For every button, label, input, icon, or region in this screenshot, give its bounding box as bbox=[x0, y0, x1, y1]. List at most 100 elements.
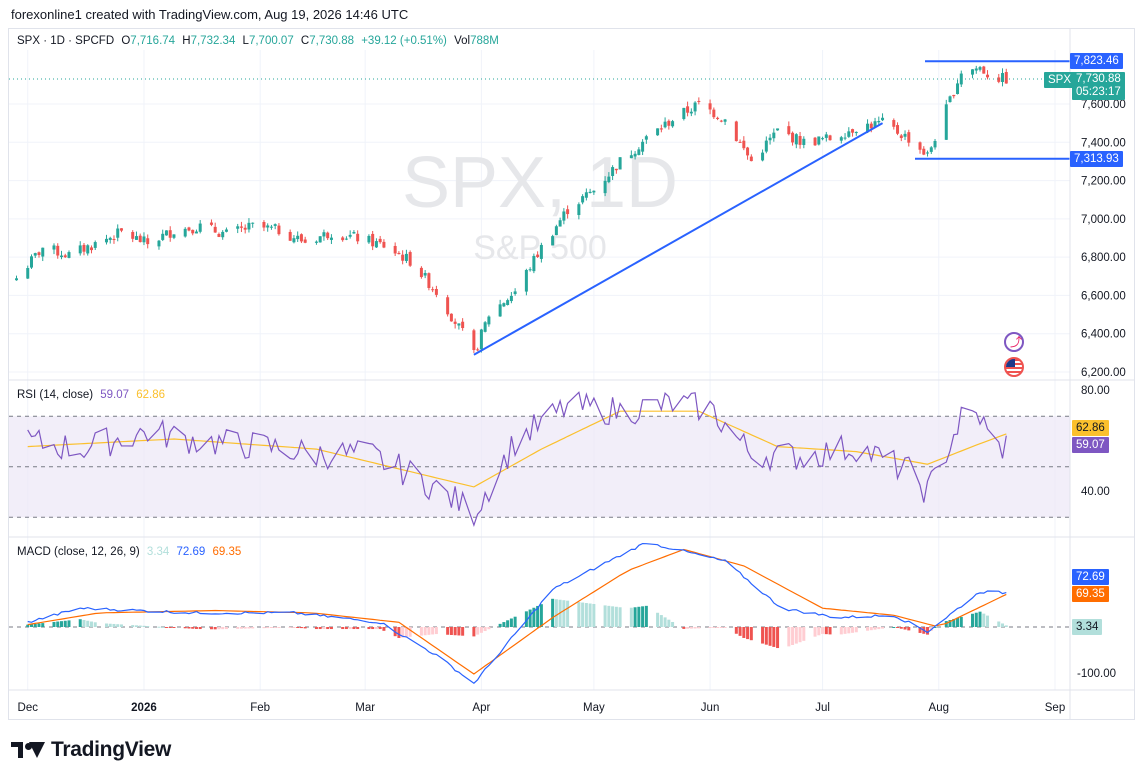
candle-body bbox=[14, 278, 18, 281]
candle-body bbox=[134, 236, 138, 240]
candle-body bbox=[209, 222, 213, 225]
upper-level-label[interactable]: 7,823.46 bbox=[1070, 53, 1123, 69]
rsi-value: 59.07 bbox=[100, 389, 130, 401]
macd-histogram-bar bbox=[839, 627, 843, 635]
low-value: 7,700.07 bbox=[248, 35, 294, 47]
macd-histogram-bar bbox=[629, 607, 633, 627]
candle-body bbox=[738, 141, 742, 143]
macd-histogram-bar bbox=[303, 627, 307, 629]
macd-histogram-bar bbox=[262, 627, 266, 629]
macd-histogram-bar bbox=[656, 612, 660, 627]
candle-body bbox=[828, 135, 832, 141]
macd-histogram-bar bbox=[978, 611, 982, 627]
macd-histogram-bar bbox=[723, 627, 727, 628]
tradingview-logo[interactable]: TradingView bbox=[11, 738, 171, 762]
candle-body bbox=[59, 255, 63, 258]
candle-body bbox=[974, 68, 978, 71]
candle-body bbox=[41, 247, 45, 257]
candle-body bbox=[89, 247, 93, 251]
macd-histogram-bar bbox=[971, 613, 975, 627]
candle-body bbox=[787, 126, 791, 135]
macd-histogram-bar bbox=[734, 627, 738, 634]
candle-body bbox=[614, 168, 618, 171]
rsi-ma-line bbox=[27, 410, 1007, 488]
candle-body bbox=[824, 134, 828, 138]
candle-body bbox=[877, 121, 881, 123]
candle-body bbox=[224, 229, 228, 232]
macd-histogram-bar bbox=[397, 627, 401, 638]
macd-histogram-bar bbox=[172, 627, 176, 628]
macd-histogram-bar bbox=[56, 621, 60, 627]
candle-body bbox=[776, 128, 780, 131]
macd-axis-minus100: -100.00 bbox=[1077, 668, 1117, 680]
macd-histogram-bar bbox=[502, 622, 506, 627]
lower-level-label[interactable]: 7,313.93 bbox=[1070, 151, 1123, 167]
time-axis-tick: Sep bbox=[1045, 702, 1065, 714]
candle-body bbox=[761, 152, 765, 161]
macd-histogram-bar bbox=[708, 627, 712, 628]
macd-histogram-bar bbox=[26, 624, 30, 627]
candle-body bbox=[453, 321, 457, 324]
lightning-icon[interactable]: ⤴ bbox=[1004, 332, 1024, 352]
candle-body bbox=[929, 147, 933, 152]
macd-histogram-bar bbox=[146, 626, 150, 628]
macd-histogram-bar bbox=[768, 627, 772, 646]
macd-histogram-bar bbox=[194, 627, 198, 629]
macd-histogram-bar bbox=[881, 627, 885, 629]
candle-body bbox=[161, 233, 165, 240]
macd-title[interactable]: MACD (close, 12, 26, 9) bbox=[17, 546, 140, 558]
macd-histogram-bar bbox=[787, 627, 791, 647]
rsi-title[interactable]: RSI (14, close) bbox=[17, 389, 94, 401]
macd-histogram-bar bbox=[667, 619, 671, 627]
macd-histogram-bar bbox=[382, 627, 386, 631]
macd-histogram-bar bbox=[63, 620, 67, 627]
candle-body bbox=[502, 303, 506, 307]
candle-body bbox=[978, 67, 982, 70]
macd-hist-value: 3.34 bbox=[146, 546, 170, 558]
macd-histogram-bar bbox=[352, 627, 356, 630]
symbol-label[interactable]: SPX · 1D · SPCFD bbox=[17, 35, 115, 47]
candle-body bbox=[299, 234, 303, 242]
candle-body bbox=[764, 140, 768, 152]
macd-histogram-bar bbox=[742, 627, 746, 638]
macd-histogram-bar bbox=[513, 616, 517, 627]
candle-body bbox=[671, 121, 675, 127]
candle-body bbox=[26, 268, 30, 279]
time-axis-tick: May bbox=[583, 702, 605, 714]
candle-body bbox=[404, 253, 408, 261]
macd-histogram-bar bbox=[161, 626, 165, 628]
candle-body bbox=[611, 167, 615, 176]
candle-body bbox=[682, 107, 686, 119]
macd-histogram-bar bbox=[509, 618, 513, 627]
candle-body bbox=[712, 109, 716, 118]
macd-histogram-bar bbox=[907, 627, 911, 631]
macd-histogram-bar bbox=[461, 627, 465, 636]
us-flag-icon[interactable] bbox=[1004, 357, 1024, 377]
candle-body bbox=[168, 230, 172, 238]
candle-body bbox=[659, 128, 663, 130]
candle-body bbox=[303, 239, 307, 243]
candle-body bbox=[329, 237, 333, 240]
macd-histogram-bar bbox=[131, 625, 135, 627]
close-label: C bbox=[300, 35, 310, 47]
macd-histogram-bar bbox=[52, 621, 56, 627]
candle-body bbox=[374, 241, 378, 248]
macd-histogram-bar bbox=[453, 627, 457, 636]
macd-histogram-bar bbox=[273, 627, 277, 628]
open-label: O bbox=[121, 35, 131, 47]
time-axis-tick: 2026 bbox=[131, 702, 157, 714]
macd-histogram-bar bbox=[892, 627, 896, 628]
high-label: H bbox=[182, 35, 191, 47]
candle-body bbox=[881, 117, 885, 121]
macd-histogram-bar bbox=[764, 627, 768, 645]
candle-body bbox=[164, 230, 168, 236]
macd-histogram-bar bbox=[209, 627, 213, 630]
candle-body bbox=[431, 289, 435, 291]
candle-body bbox=[592, 190, 596, 193]
candle-body bbox=[292, 238, 296, 243]
candle-body bbox=[326, 232, 330, 239]
macd-line-value: 72.69 bbox=[176, 546, 206, 558]
last-price-label[interactable]: 7,730.88 05:23:17 bbox=[1072, 72, 1125, 100]
macd-histogram-bar bbox=[776, 627, 780, 649]
